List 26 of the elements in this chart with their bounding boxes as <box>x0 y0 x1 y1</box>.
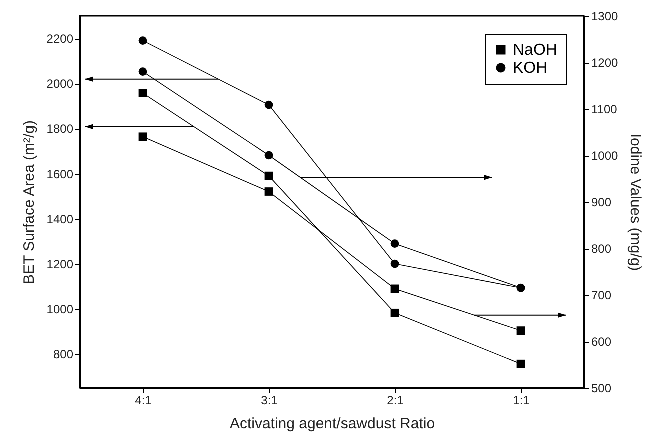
y-tick-label: 1400 <box>46 212 74 226</box>
y-tick-label: 1600 <box>46 167 74 182</box>
y2-tick-label: 1100 <box>592 102 618 116</box>
y2-tick-label: 500 <box>592 382 612 396</box>
x-tick-label: 4:1 <box>135 394 152 408</box>
y-tick-label: 2200 <box>46 32 74 46</box>
y-tick-label: 800 <box>53 348 74 362</box>
y-axis-title: BET Surface Area (m²/g) <box>20 120 38 284</box>
y2-tick-label: 600 <box>592 335 612 349</box>
legend-label: NaOH <box>513 42 558 59</box>
y-tick-label: 2000 <box>46 77 74 92</box>
y2-tick-label: 1200 <box>592 56 619 70</box>
y2-tick-label: 800 <box>592 242 612 256</box>
legend-label: KOH <box>513 60 548 77</box>
y-tick-label: 1000 <box>46 302 74 317</box>
y2-tick-label: 700 <box>592 288 612 302</box>
y2-tick-label: 1300 <box>592 10 619 24</box>
x-tick-label: 3:1 <box>261 394 278 408</box>
x-axis-title: Activating agent/sawdust Ratio <box>230 416 436 432</box>
x-tick-label: 1:1 <box>513 394 530 408</box>
y-tick-label: 1200 <box>46 258 74 272</box>
y2-tick-label: 1000 <box>592 149 619 163</box>
x-tick-label: 2:1 <box>387 394 404 408</box>
y2-axis-title: Iodine Values (mg/g) <box>627 134 644 272</box>
y2-tick-label: 900 <box>592 196 612 210</box>
y-tick-label: 1800 <box>46 122 74 136</box>
